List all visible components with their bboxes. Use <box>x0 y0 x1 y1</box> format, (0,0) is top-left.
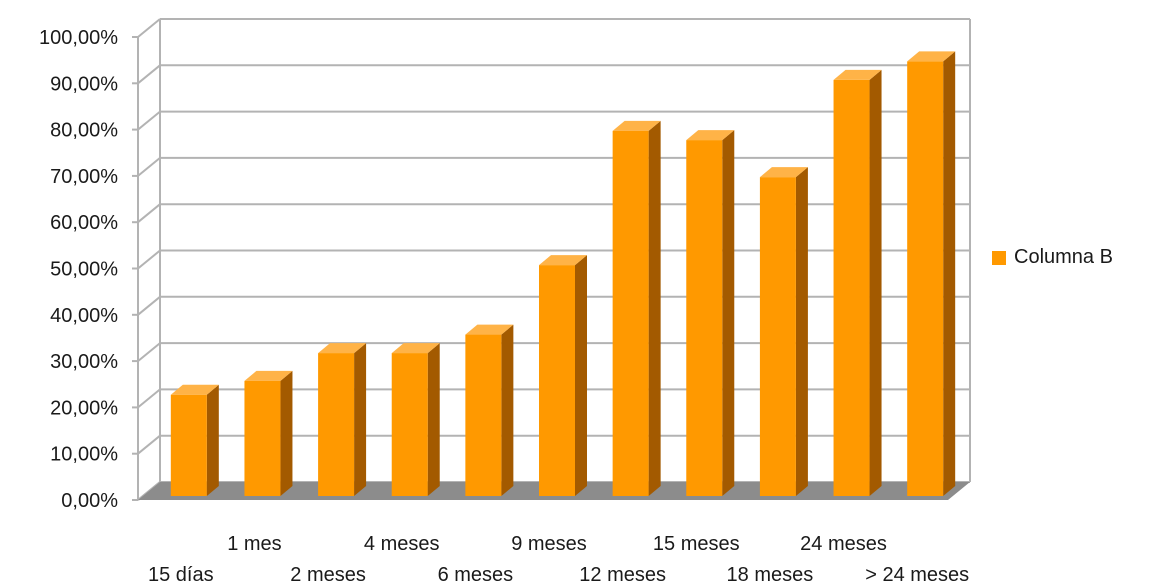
bar <box>170 384 219 496</box>
gridline-side <box>137 18 161 38</box>
bar-side <box>501 324 514 496</box>
bar-side <box>943 51 956 496</box>
y-axis-tick-labels: 0,00% 10,00% 20,00% 30,00% 40,00% 50,00% 60,00… <box>39 27 118 512</box>
x-category-label: 15 días <box>148 564 214 586</box>
x-category-label: 9 meses <box>511 533 587 555</box>
bar-front <box>170 394 207 496</box>
y-tick-label: 20,00% <box>50 397 118 419</box>
bar-front <box>612 130 649 497</box>
bar-front <box>759 177 796 496</box>
bar-side <box>575 255 587 496</box>
y-tick-label: 100,00% <box>39 27 118 49</box>
y-tick-label: 60,00% <box>50 212 118 234</box>
bar-top <box>612 120 661 131</box>
y-tick-label: 80,00% <box>50 120 118 142</box>
x-category-label: 4 meses <box>364 533 440 555</box>
x-category-label: 12 meses <box>579 564 666 586</box>
bar-front <box>318 353 355 496</box>
legend-label: Columna B <box>1014 246 1113 268</box>
bar-side <box>869 69 882 497</box>
bar-top <box>391 343 440 354</box>
gridline-side <box>137 342 161 362</box>
bar-side <box>648 120 661 497</box>
gridline-side <box>137 203 161 223</box>
y-tick-label: 10,00% <box>50 444 118 466</box>
bar-top <box>539 255 587 266</box>
bar-front <box>391 353 428 496</box>
bar <box>833 69 882 497</box>
bar-front <box>539 265 575 496</box>
bar-top <box>686 130 735 141</box>
bar <box>612 120 661 497</box>
bar-top <box>759 167 808 178</box>
bar <box>465 324 514 496</box>
x-category-label: 24 meses <box>800 533 887 555</box>
bar-front <box>465 334 502 496</box>
y-tick-label: 0,00% <box>61 490 118 512</box>
gridline-side <box>137 157 161 177</box>
bar-side <box>206 384 219 496</box>
y-tick-label: 50,00% <box>50 259 118 281</box>
bar-top <box>833 69 882 80</box>
bar-top <box>465 324 514 335</box>
bar <box>539 255 587 496</box>
bar-top <box>907 51 956 62</box>
bar <box>244 370 293 496</box>
bar <box>759 167 808 496</box>
bar <box>907 51 956 496</box>
bar-top <box>318 343 367 354</box>
bar-side <box>280 370 293 496</box>
x-category-label: 2 meses <box>290 564 366 586</box>
x-category-label: > 24 meses <box>865 564 969 586</box>
bar-front <box>686 140 723 496</box>
x-axis-category-labels: 15 días 1 mes 2 meses 4 meses 6 meses 9 meses… <box>148 533 969 586</box>
gridline-side <box>137 64 161 85</box>
bar-front <box>833 79 870 497</box>
y-tick-label: 30,00% <box>50 351 118 373</box>
bar-side <box>427 343 440 496</box>
gridline-side <box>137 249 161 270</box>
gridline-side <box>137 110 161 131</box>
bar-front <box>244 380 281 496</box>
gridline-side <box>137 434 161 455</box>
bar-top <box>170 384 219 395</box>
bar-side <box>354 343 367 496</box>
legend: Columna B <box>992 246 1113 269</box>
x-category-label: 15 meses <box>653 533 740 555</box>
gridline-side <box>137 388 161 409</box>
x-category-label: 18 meses <box>727 564 814 586</box>
bar <box>686 130 735 496</box>
bar-top <box>244 370 293 381</box>
y-tick-label: 40,00% <box>50 305 118 327</box>
legend-swatch <box>992 250 1006 265</box>
bar <box>318 343 367 496</box>
x-category-label: 6 meses <box>438 564 514 586</box>
bar <box>391 343 440 496</box>
y-tick-label: 90,00% <box>50 73 118 95</box>
bar-front <box>907 61 944 496</box>
bar-side <box>795 167 808 496</box>
gridline-side <box>137 296 161 316</box>
bars <box>170 51 956 497</box>
bar-side <box>722 130 735 496</box>
y-tick-label: 70,00% <box>50 166 118 188</box>
x-category-label: 1 mes <box>227 533 281 555</box>
